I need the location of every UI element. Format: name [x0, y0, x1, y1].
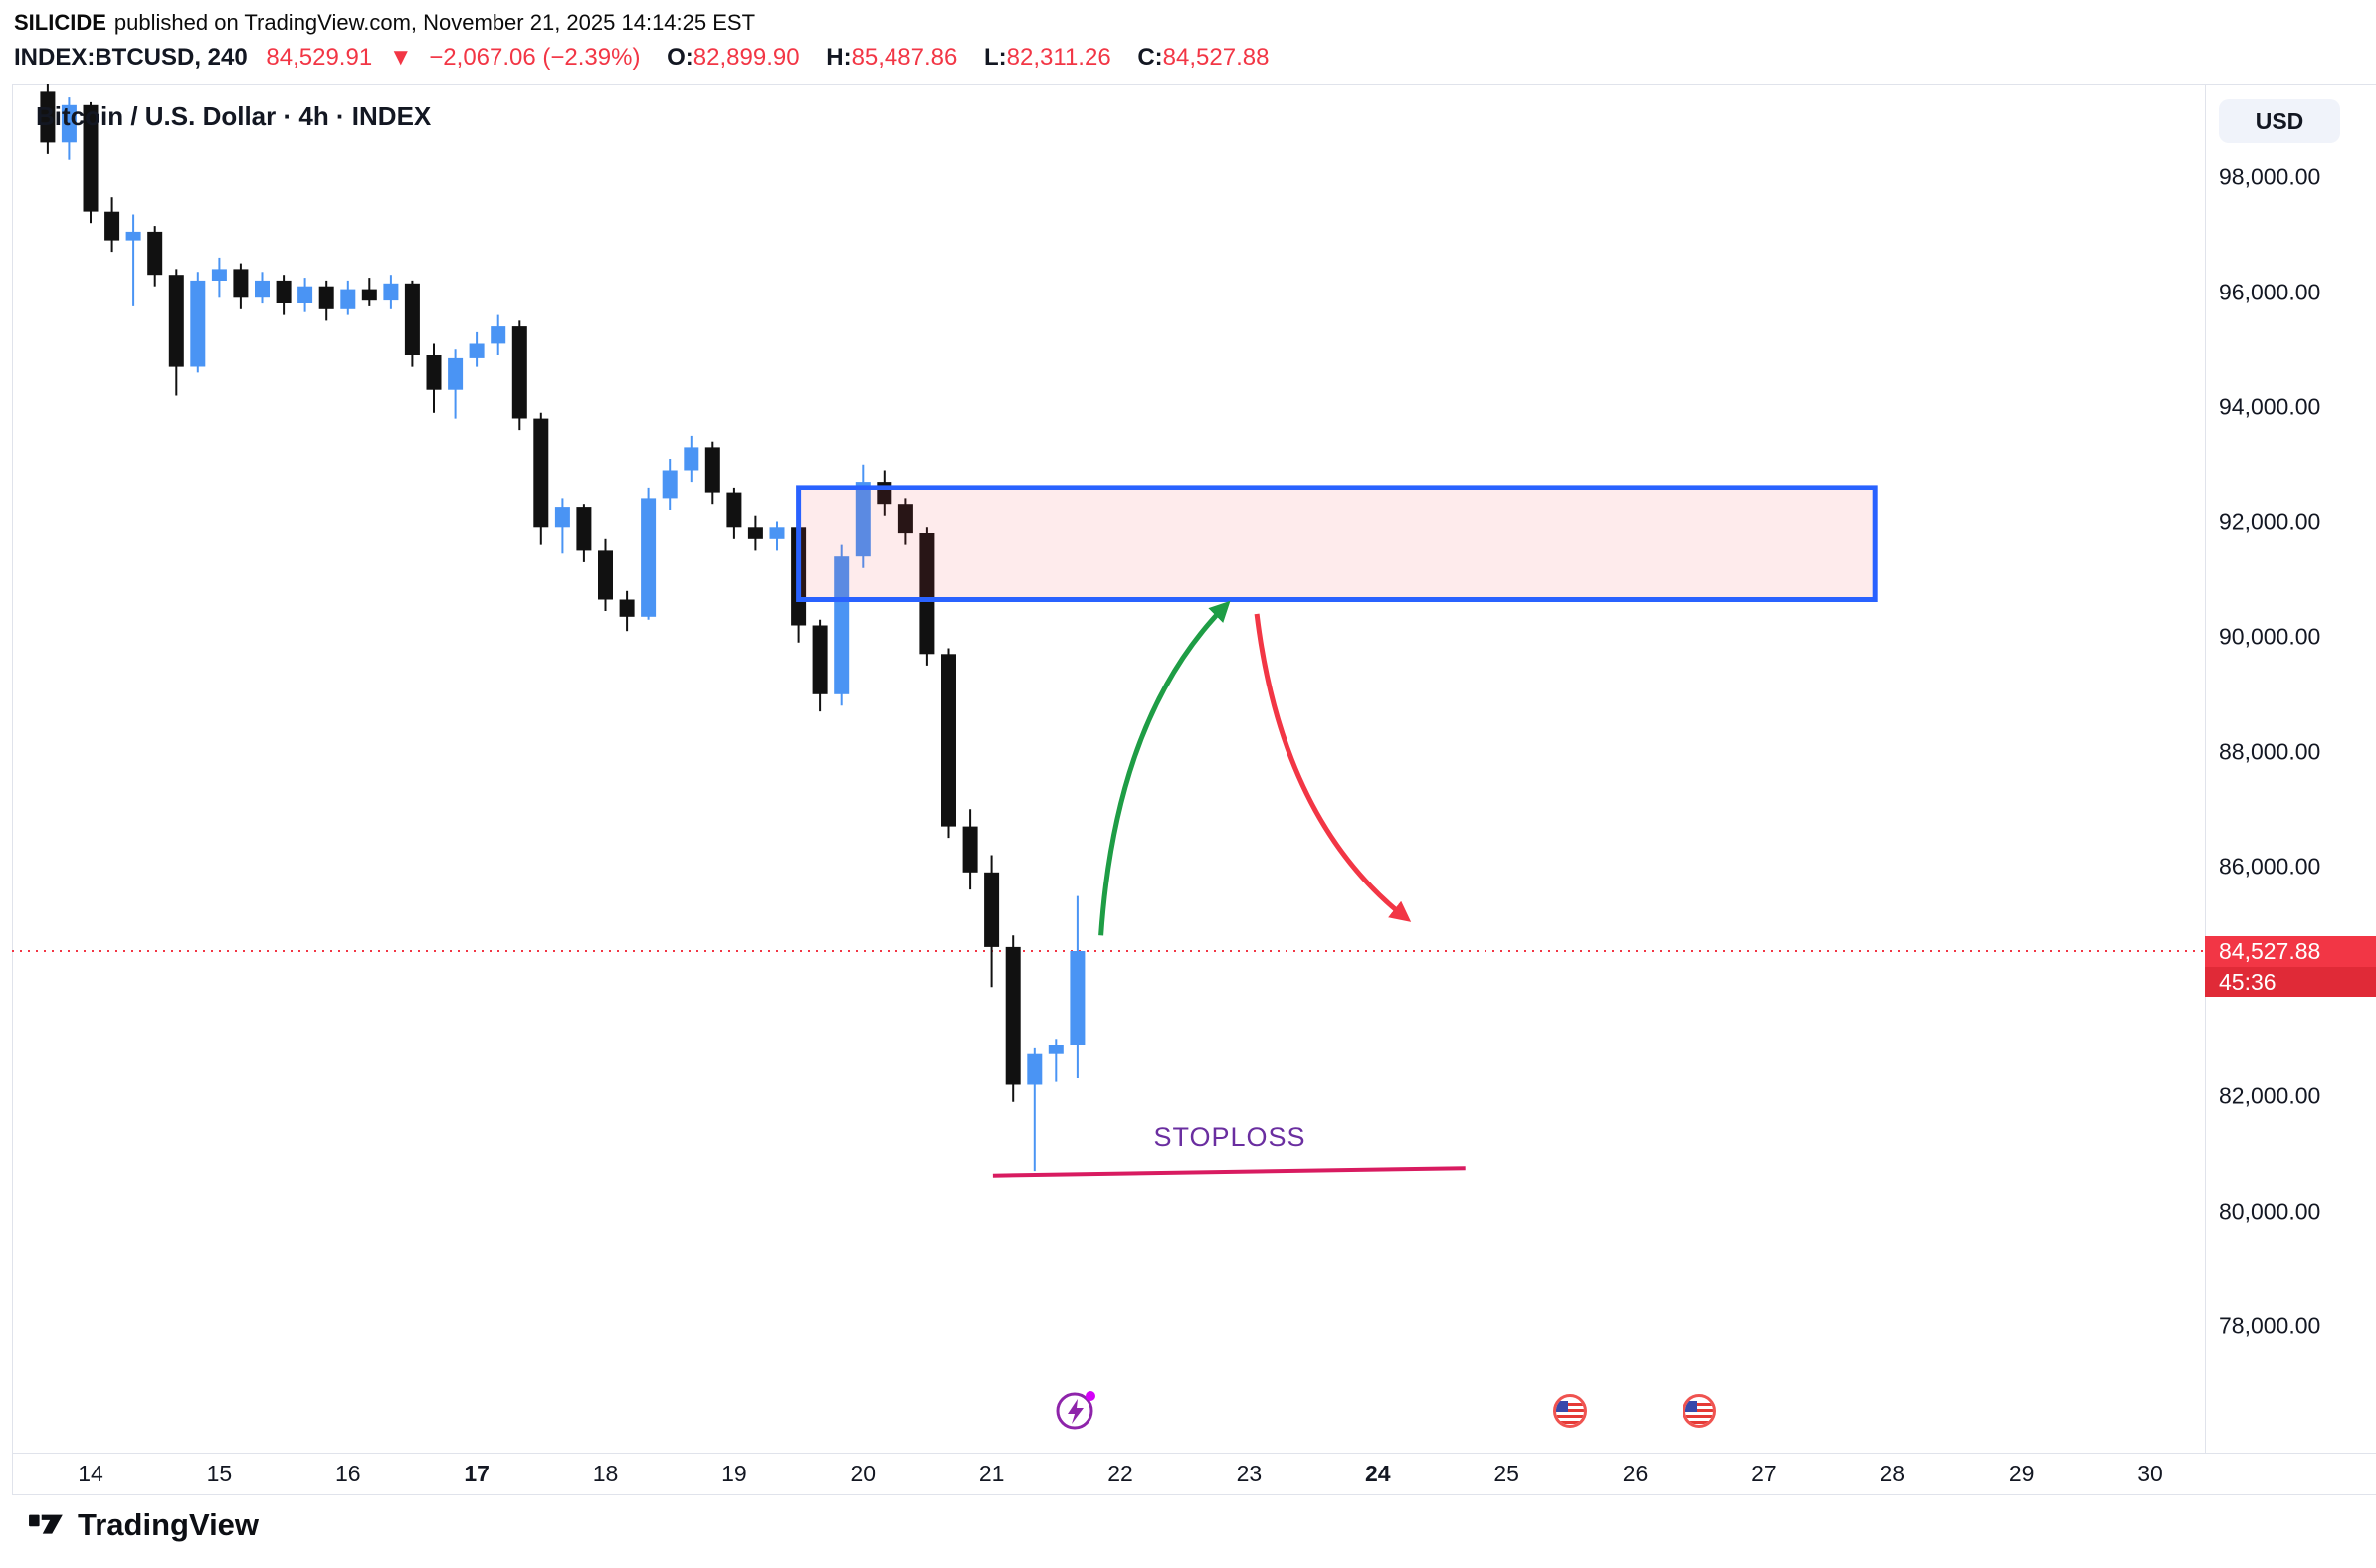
brand-name: TradingView — [78, 1506, 260, 1542]
time-axis-label: 25 — [1493, 1461, 1519, 1486]
price-axis-label: 82,000.00 — [2219, 1082, 2321, 1109]
chart-left-border — [12, 84, 13, 1494]
time-axis-separator — [12, 1453, 2376, 1454]
low-label: L: — [984, 44, 1007, 71]
price-axis-separator — [2205, 84, 2206, 1453]
high-label: H: — [826, 44, 852, 71]
chart-legend[interactable]: Bitcoin / U.S. Dollar · 4h · INDEX — [36, 101, 432, 131]
time-axis-label: 23 — [1236, 1461, 1263, 1486]
symbol-ohlc-row: INDEX:BTCUSD, 240 84,529.91 ▼ −2,067.06 … — [14, 42, 1279, 74]
time-axis-label: 21 — [978, 1461, 1005, 1486]
currency-button[interactable]: USD — [2219, 99, 2340, 143]
time-axis-label: 15 — [206, 1461, 233, 1486]
time-axis-label: 14 — [78, 1461, 103, 1486]
price-axis[interactable]: 98,000.00 96,000.00 94,000.00 92,000.00 90,0… — [2205, 84, 2376, 1453]
last-price-label: 84,527.88 — [2205, 936, 2376, 967]
reminder-lightning-icon[interactable] — [1049, 1383, 1102, 1437]
tradingview-brand[interactable]: TradingView — [28, 1506, 259, 1543]
price-axis-label: 78,000.00 — [2219, 1312, 2321, 1339]
time-axis-label: 30 — [2137, 1461, 2163, 1486]
open-value: 82,899.90 — [693, 44, 800, 71]
publish-line: SILICIDE published on TradingView.com, No… — [14, 8, 755, 38]
close-label: C: — [1137, 44, 1163, 71]
price-axis-label: 86,000.00 — [2219, 853, 2321, 880]
time-axis-label: 19 — [721, 1461, 747, 1486]
price-axis-label: 88,000.00 — [2219, 738, 2321, 764]
symbol-name: INDEX:BTCUSD, 240 — [14, 44, 248, 71]
high-value: 85,487.86 — [851, 44, 958, 71]
chart-bottom-border — [12, 1494, 2376, 1495]
last-price-badge: 84,527.88 45:36 — [2205, 936, 2376, 997]
price-change: −2,067.06 (−2.39%) — [429, 44, 641, 71]
down-triangle-icon: ▼ — [388, 44, 413, 71]
time-axis-label: 20 — [850, 1461, 877, 1486]
time-axis-label: 24 — [1364, 1461, 1391, 1486]
time-axis-label: 17 — [464, 1461, 490, 1486]
price-axis-label: 96,000.00 — [2219, 279, 2321, 304]
price-axis-label: 94,000.00 — [2219, 393, 2321, 420]
time-axis-label: 29 — [2008, 1461, 2035, 1486]
last-price-value: 84,529.91 — [266, 44, 373, 71]
open-readout: O:82,899.90 — [667, 44, 809, 71]
time-axis-label: 16 — [334, 1461, 361, 1486]
close-value: 84,527.88 — [1162, 44, 1270, 71]
time-axis[interactable]: 14 15 16 17 18 19 20 21 22 23 24 25 26 27 28 29 30 — [0, 1453, 2376, 1494]
price-axis-label: 98,000.00 — [2219, 163, 2321, 190]
time-axis-label: 22 — [1107, 1461, 1133, 1486]
publish-info: published on TradingView.com, November 2… — [113, 10, 756, 35]
high-readout: H:85,487.86 — [826, 44, 967, 71]
price-axis-label: 92,000.00 — [2219, 508, 2321, 534]
author-name: SILICIDE — [14, 10, 106, 35]
time-axis-label: 27 — [1751, 1461, 1777, 1486]
open-label: O: — [667, 44, 693, 71]
time-axis-label: 28 — [1880, 1461, 1906, 1486]
us-flag-event-icon[interactable] — [1679, 1390, 1720, 1432]
tradingview-logo-icon — [28, 1506, 66, 1543]
price-axis-label: 80,000.00 — [2219, 1198, 2321, 1224]
time-axis-label: 18 — [592, 1461, 619, 1486]
bar-countdown: 45:36 — [2205, 967, 2376, 997]
stoploss-label[interactable]: STOPLOSS — [1153, 1122, 1306, 1152]
low-value: 82,311.26 — [1006, 44, 1111, 71]
low-readout: L:82,311.26 — [984, 44, 1121, 71]
price-axis-label: 90,000.00 — [2219, 623, 2321, 650]
time-axis-label: 26 — [1622, 1461, 1649, 1486]
chart-top-border — [12, 84, 2376, 85]
close-readout: C:84,527.88 — [1137, 44, 1279, 71]
us-flag-event-icon[interactable] — [1549, 1390, 1591, 1432]
